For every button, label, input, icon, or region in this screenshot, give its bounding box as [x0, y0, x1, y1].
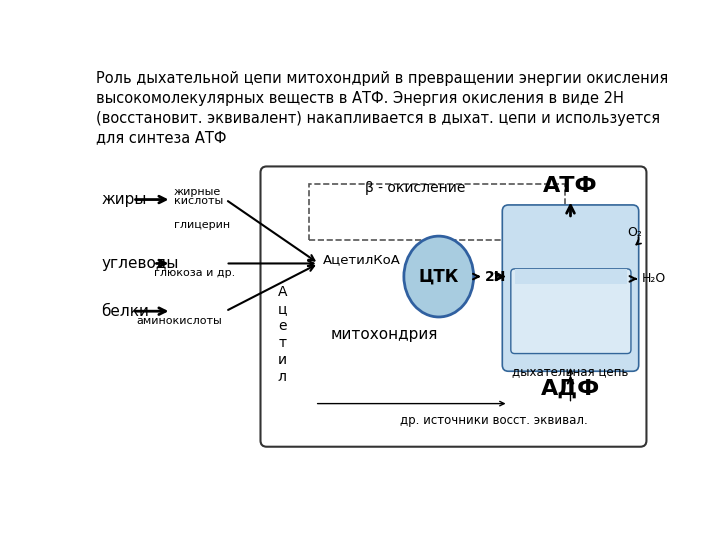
Text: т: т [278, 336, 287, 350]
Text: АТФ: АТФ [543, 177, 598, 197]
Ellipse shape [404, 236, 474, 317]
Text: митохондрия: митохондрия [330, 327, 438, 342]
Text: глицерин: глицерин [174, 220, 230, 230]
Text: е: е [278, 319, 287, 333]
Text: жирные: жирные [174, 187, 221, 197]
Text: др. источники восст. эквивал.: др. источники восст. эквивал. [400, 414, 588, 427]
Text: аминокислоты: аминокислоты [137, 316, 222, 326]
Text: O₂: O₂ [627, 226, 642, 239]
Text: АцетилКоА: АцетилКоА [323, 253, 400, 266]
FancyBboxPatch shape [503, 205, 639, 372]
Text: и: и [278, 353, 287, 367]
Text: β - окисление: β - окисление [365, 181, 466, 195]
Text: А: А [277, 285, 287, 299]
Text: Роль дыхательной цепи митохондрий в превращении энергии окисления
высокомолекуля: Роль дыхательной цепи митохондрий в прев… [96, 71, 668, 145]
Text: кислоты: кислоты [174, 196, 223, 206]
FancyBboxPatch shape [510, 269, 631, 354]
Text: дыхательная цепь: дыхательная цепь [513, 364, 629, 378]
Text: H₂O: H₂O [642, 272, 666, 285]
Text: 2Н: 2Н [485, 269, 507, 284]
Text: ЦТК: ЦТК [418, 267, 459, 286]
Text: ц: ц [277, 302, 287, 316]
Text: жиры: жиры [102, 192, 147, 207]
Text: углеводы: углеводы [102, 256, 179, 271]
Text: л: л [278, 370, 287, 383]
Text: АДФ: АДФ [541, 378, 600, 398]
Bar [515, 269, 627, 284]
Text: глюкоза и др.: глюкоза и др. [153, 268, 235, 278]
FancyBboxPatch shape [261, 166, 647, 447]
Text: белки: белки [102, 303, 150, 319]
